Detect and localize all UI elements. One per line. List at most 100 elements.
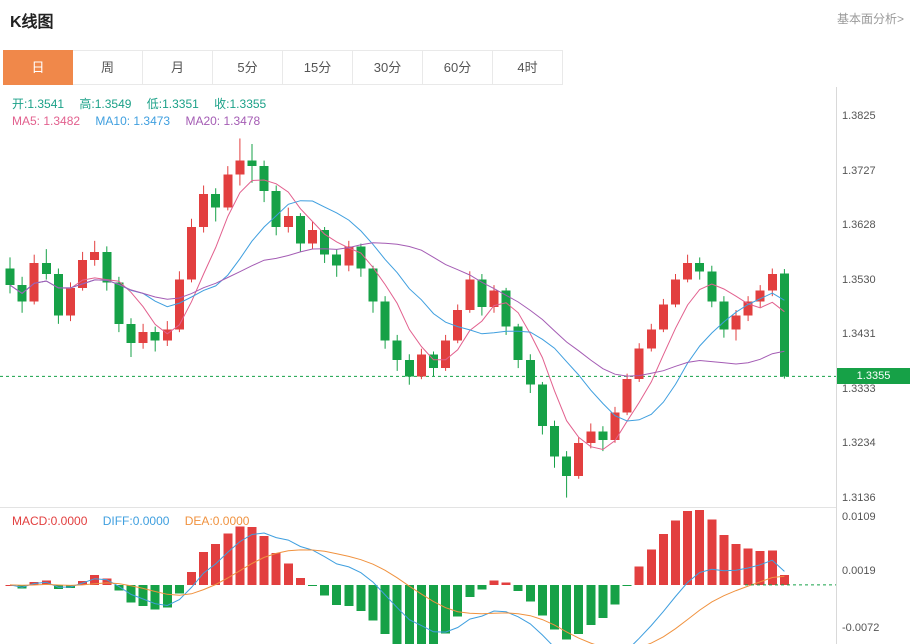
candle-body <box>429 354 438 369</box>
macd-bar <box>695 509 705 585</box>
candle-body <box>574 442 584 477</box>
macd-bar <box>755 550 765 585</box>
macd-bar <box>271 553 281 585</box>
candle-body <box>743 301 753 316</box>
candle-body <box>102 251 112 283</box>
diff-value-label: DIFF:0.0000 <box>102 514 170 528</box>
macd-bar <box>610 584 620 605</box>
macd-bar <box>138 584 148 607</box>
macd-bar <box>731 544 741 585</box>
candle-body <box>477 279 487 308</box>
chart-area: 开:1.3541 高:1.3549 低:1.3351 收:1.3355 MA5:… <box>0 87 912 644</box>
macd-plot[interactable]: MACD:0.0000 DIFF:0.0000 DEA:0.0000 <box>0 508 836 644</box>
ma20-line <box>9 242 785 377</box>
candle-body <box>295 215 305 244</box>
period-tabbar: 日 周 月 5分 15分 30分 60分 4时 <box>3 50 563 85</box>
macd-bar <box>501 582 511 585</box>
candle-body <box>356 246 366 269</box>
tab-month[interactable]: 月 <box>143 50 213 85</box>
candle-body <box>731 315 741 330</box>
candle-body <box>380 301 390 341</box>
candle-body <box>259 166 269 192</box>
candle-body <box>247 160 257 167</box>
macd-bar <box>235 526 245 585</box>
macd-bar <box>368 584 378 621</box>
macd-bar <box>126 584 136 603</box>
candle-body <box>598 431 608 441</box>
price-axis-label: 1.3727 <box>842 164 876 177</box>
fundamental-analysis-link[interactable]: 基本面分析> <box>836 12 904 26</box>
macd-bar <box>404 584 414 644</box>
macd-bar <box>598 584 608 618</box>
macd-canvas <box>5 509 836 644</box>
macd-bar <box>707 519 717 585</box>
candle-body <box>779 273 789 377</box>
axis-border <box>836 87 837 644</box>
candle-body <box>223 174 233 208</box>
macd-bar <box>489 580 499 585</box>
candle-body <box>683 262 693 280</box>
macd-bar <box>465 584 475 597</box>
candle-body <box>453 310 463 341</box>
candle-body <box>441 340 451 369</box>
macd-bar <box>550 584 559 630</box>
candle-body <box>66 287 75 316</box>
candle-body <box>344 246 354 266</box>
candle-body <box>320 229 330 255</box>
macd-legend: MACD:0.0000 DIFF:0.0000 DEA:0.0000 <box>12 514 261 528</box>
panel-separator <box>0 507 836 508</box>
candle-body <box>501 290 511 327</box>
candle-body <box>671 279 680 305</box>
macd-bar <box>392 584 402 644</box>
candle-body <box>90 251 100 261</box>
macd-bar <box>380 584 390 635</box>
candle-body <box>332 254 342 266</box>
candle-body <box>634 348 644 380</box>
macd-value-label: MACD:0.0000 <box>12 514 88 528</box>
ohlc-low: 低:1.3351 <box>146 97 199 111</box>
candle-body <box>586 431 596 443</box>
ohlc-legend: 开:1.3541 高:1.3549 低:1.3351 收:1.3355 <box>12 95 278 112</box>
macd-bar <box>247 526 257 585</box>
price-axis-label: 1.3825 <box>842 110 876 123</box>
tab-60min[interactable]: 60分 <box>423 50 493 85</box>
candle-body <box>646 329 656 349</box>
candlestick-plot[interactable]: 开:1.3541 高:1.3549 低:1.3351 收:1.3355 MA5:… <box>0 87 836 507</box>
price-axis-label: 1.3431 <box>842 328 876 341</box>
macd-axis-label: 0.0109 <box>842 511 876 523</box>
macd-bar <box>671 520 680 585</box>
tab-15min[interactable]: 15分 <box>283 50 353 85</box>
candle-body <box>187 227 196 280</box>
candle-body <box>404 359 414 377</box>
macd-bar <box>562 584 572 640</box>
macd-bar <box>743 548 753 585</box>
macd-bar <box>574 584 584 635</box>
tab-5min[interactable]: 5分 <box>213 50 283 85</box>
price-axis-label: 1.3530 <box>842 273 876 286</box>
ma20-legend: MA20: 1.3478 <box>185 114 261 128</box>
ohlc-high: 高:1.3549 <box>79 97 132 111</box>
price-axis-label: 1.3333 <box>842 382 876 395</box>
tab-30min[interactable]: 30分 <box>353 50 423 85</box>
macd-bar <box>586 584 596 625</box>
macd-bar <box>767 550 777 585</box>
candle-body <box>707 271 717 302</box>
candle-body <box>114 282 124 324</box>
tab-4hour[interactable]: 4时 <box>493 50 563 85</box>
macd-bar <box>441 584 451 634</box>
macd-bar <box>320 584 330 596</box>
candle-body <box>416 354 426 377</box>
macd-bar <box>719 535 729 585</box>
candle-body <box>308 229 317 244</box>
candle-body <box>53 274 63 316</box>
candle-body <box>755 290 765 302</box>
diff-line <box>9 532 785 644</box>
candle-body <box>199 193 209 227</box>
ohlc-close: 收:1.3355 <box>214 97 267 111</box>
candle-body <box>465 279 475 311</box>
candlestick-canvas <box>0 138 836 498</box>
tab-week[interactable]: 周 <box>73 50 143 85</box>
price-axis-label: 1.3628 <box>842 219 876 232</box>
tab-day[interactable]: 日 <box>3 50 73 85</box>
